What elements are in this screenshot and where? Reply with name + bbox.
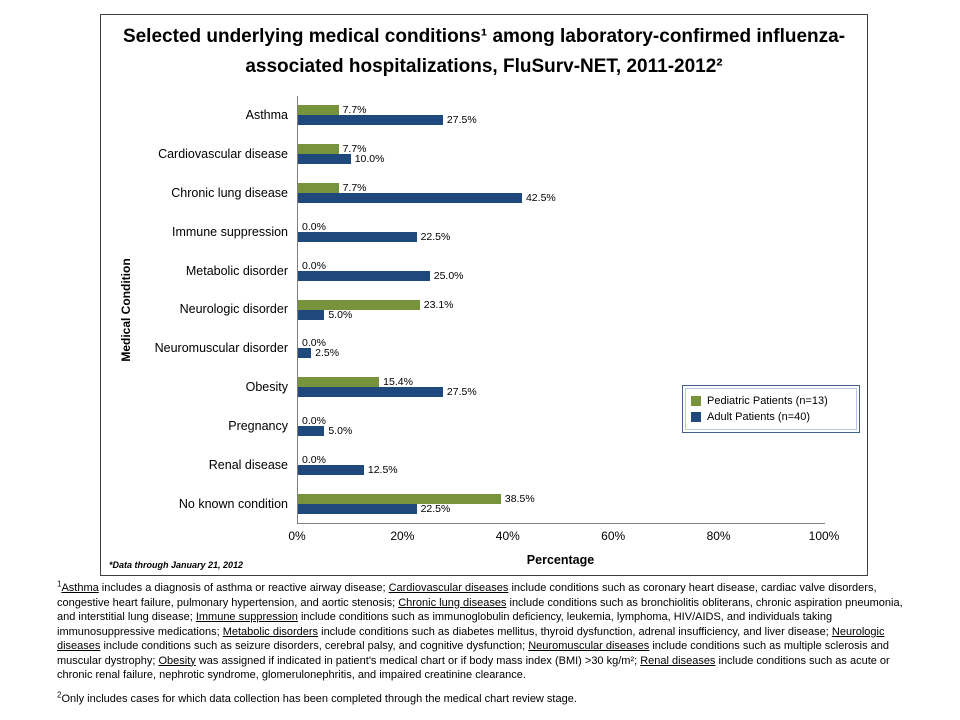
bar-value-label: 0.0%	[302, 220, 326, 233]
category-label: Neuromuscular disorder	[154, 341, 288, 356]
bar-pediatric	[298, 183, 339, 194]
bar-adult	[298, 309, 325, 320]
bar-adult	[298, 348, 312, 359]
legend-item: Pediatric Patients (n=13)	[691, 393, 851, 409]
x-tick-label: 40%	[495, 529, 520, 543]
chart-frame: Selected underlying medical conditions¹ …	[100, 14, 868, 576]
plot-area: Asthma 7.7% 27.5% Cardiovascular disease 7.7…	[155, 96, 825, 524]
bar-value-label: 42.5%	[525, 192, 556, 205]
bar-value-label: 12.5%	[367, 463, 398, 476]
bar-value-label: 0.0%	[302, 453, 326, 466]
bar-adult	[298, 231, 417, 242]
bar-value-label: 22.5%	[420, 230, 451, 243]
chart-note: *Data through January 21, 2012	[109, 560, 244, 570]
bar-value-label: 23.1%	[423, 298, 454, 311]
bar-pediatric	[298, 299, 420, 310]
legend-item: Adult Patients (n=40)	[691, 409, 851, 425]
bar-adult	[298, 115, 443, 126]
bar-value-label: 10.0%	[354, 153, 385, 166]
bar-value-label: 7.7%	[342, 143, 367, 156]
legend: Pediatric Patients (n=13) Adult Patients …	[682, 385, 860, 433]
bar-pediatric	[298, 493, 501, 504]
category-label: Pregnancy	[228, 418, 288, 433]
legend-swatch	[691, 412, 701, 422]
category-label: Cardiovascular disease	[158, 147, 288, 162]
x-axis-title: Percentage	[526, 553, 595, 567]
bar-value-label: 25.0%	[433, 269, 464, 282]
bar-pediatric	[298, 105, 339, 116]
bar-pediatric	[298, 377, 380, 388]
x-tick-label: 20%	[390, 529, 415, 543]
footnote-paragraph: 1Asthma includes a diagnosis of asthma o…	[57, 579, 903, 681]
bar-value-label: 7.7%	[342, 182, 367, 195]
bar-value-label: 27.5%	[446, 114, 477, 127]
category-label: Immune suppression	[171, 224, 288, 239]
category-label: Renal disease	[208, 457, 288, 472]
category-label: Metabolic disorder	[185, 263, 288, 278]
bar-value-label: 7.7%	[342, 104, 367, 117]
x-tick-label: 0%	[288, 529, 306, 543]
bar-value-label: 27.5%	[446, 386, 477, 399]
legend-label: Adult Patients (n=40)	[707, 411, 811, 423]
category-label: Asthma	[245, 108, 288, 123]
bar-adult	[298, 464, 364, 475]
legend-swatch	[691, 396, 701, 406]
category-label: Chronic lung disease	[171, 186, 288, 201]
bar-adult	[298, 193, 522, 204]
category-label: Obesity	[245, 380, 288, 395]
x-tick-label: 80%	[706, 529, 731, 543]
footnote-paragraph: 2Only includes cases for which data coll…	[57, 689, 577, 705]
bar-adult	[298, 425, 325, 436]
footnotes: 1Asthma includes a diagnosis of asthma o…	[57, 579, 905, 706]
bar-value-label: 5.0%	[328, 308, 353, 321]
x-tick-label: 60%	[601, 529, 626, 543]
bar-value-label: 2.5%	[315, 347, 340, 360]
bar-value-label: 15.4%	[383, 376, 413, 389]
chart-title: Selected underlying medical conditions¹ …	[122, 26, 846, 77]
bar-value-label: 22.5%	[420, 502, 451, 515]
bar-adult	[298, 387, 443, 398]
x-tick-label: 100%	[808, 529, 840, 543]
bar-value-label: 38.5%	[504, 492, 535, 505]
x-axis-ticks: 0% 20% 40% 60% 80% 100%	[288, 529, 839, 543]
bar-value-label: 0.0%	[302, 259, 326, 272]
category-label: Neurologic disorder	[179, 302, 288, 317]
bar-pediatric	[298, 144, 339, 155]
bar-value-label: 0.0%	[302, 337, 326, 350]
bar-adult	[298, 270, 430, 281]
category-label: No known condition	[178, 496, 288, 511]
bar-value-label: 5.0%	[328, 424, 353, 437]
bar-adult	[298, 154, 351, 165]
bar-value-label: 0.0%	[302, 414, 326, 427]
legend-label: Pediatric Patients (n=13)	[707, 395, 828, 407]
bar-adult	[298, 503, 417, 514]
